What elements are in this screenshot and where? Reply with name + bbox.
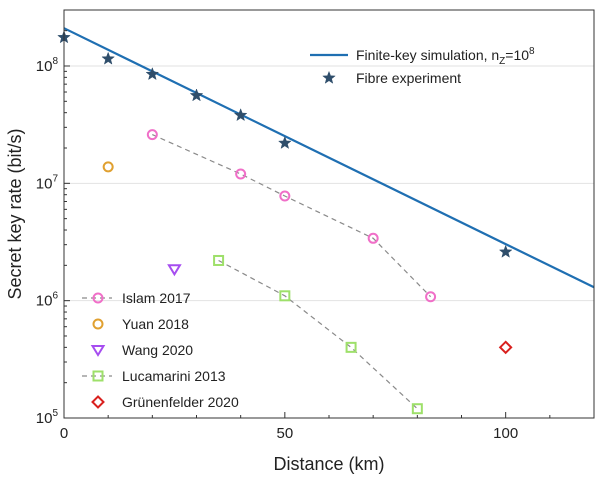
data-point xyxy=(101,51,116,65)
data-point xyxy=(425,291,437,303)
data-point xyxy=(411,403,423,415)
data-point xyxy=(233,108,248,122)
y-tick-label: 108 xyxy=(36,56,59,75)
x-axis-label: Distance (km) xyxy=(273,454,384,474)
series-layer xyxy=(57,27,595,415)
series-4 xyxy=(167,264,182,277)
data-point xyxy=(279,190,291,202)
data-point xyxy=(277,135,292,149)
legend-bottom: Islam 2017 Yuan 2018 Wang 2020 Lucamarini 2… xyxy=(82,290,239,410)
series-connector xyxy=(152,134,432,298)
x-tick-label: 0 xyxy=(60,425,68,442)
x-tick-label: 50 xyxy=(276,425,293,442)
y-tick-label: 105 xyxy=(36,408,59,427)
x-tick-label: 100 xyxy=(493,425,518,442)
y-tick-label: 106 xyxy=(36,291,59,310)
legend-label: Islam 2017 xyxy=(122,290,191,306)
legend-swatch-marker xyxy=(92,370,104,382)
data-point xyxy=(102,161,114,173)
data-point xyxy=(145,67,160,81)
legend-label: Finite-key simulation, nZ=108 xyxy=(356,46,535,67)
series-3 xyxy=(102,161,114,173)
legend-label: Fibre experiment xyxy=(356,70,461,86)
legend-label: Yuan 2018 xyxy=(122,316,189,332)
data-point xyxy=(213,254,225,266)
legend-label: Lucamarini 2013 xyxy=(122,368,226,384)
y-axis-label: Secret key rate (bit/s) xyxy=(5,128,25,299)
series-5 xyxy=(213,254,423,415)
series-1 xyxy=(57,30,513,258)
legend-label: Grünenfelder 2020 xyxy=(122,394,239,410)
legend-swatch-marker xyxy=(91,395,105,409)
legend-top: Finite-key simulation, nZ=108 Fibre exper… xyxy=(310,46,535,86)
legend-swatch-marker xyxy=(92,318,104,330)
data-point xyxy=(279,290,291,302)
series-2 xyxy=(146,129,437,303)
legend-swatch-marker xyxy=(90,345,106,357)
grid-layer xyxy=(64,65,594,302)
legend-label: Wang 2020 xyxy=(122,342,193,358)
data-point xyxy=(345,341,357,353)
legend-swatch-marker xyxy=(92,292,104,304)
simulation-line xyxy=(63,27,595,289)
data-point xyxy=(146,129,158,141)
series-6 xyxy=(498,340,513,355)
data-point xyxy=(367,232,379,244)
series-0 xyxy=(63,27,595,289)
series-connector xyxy=(218,259,418,410)
data-point xyxy=(235,168,247,180)
data-point xyxy=(498,244,513,258)
data-point xyxy=(498,340,513,355)
y-tick-label: 107 xyxy=(36,173,59,192)
legend-swatch-star xyxy=(322,70,336,84)
data-point xyxy=(167,264,182,277)
data-point xyxy=(189,88,204,102)
tick-layer: 105 106 107 108 0 50 100 xyxy=(36,9,595,442)
